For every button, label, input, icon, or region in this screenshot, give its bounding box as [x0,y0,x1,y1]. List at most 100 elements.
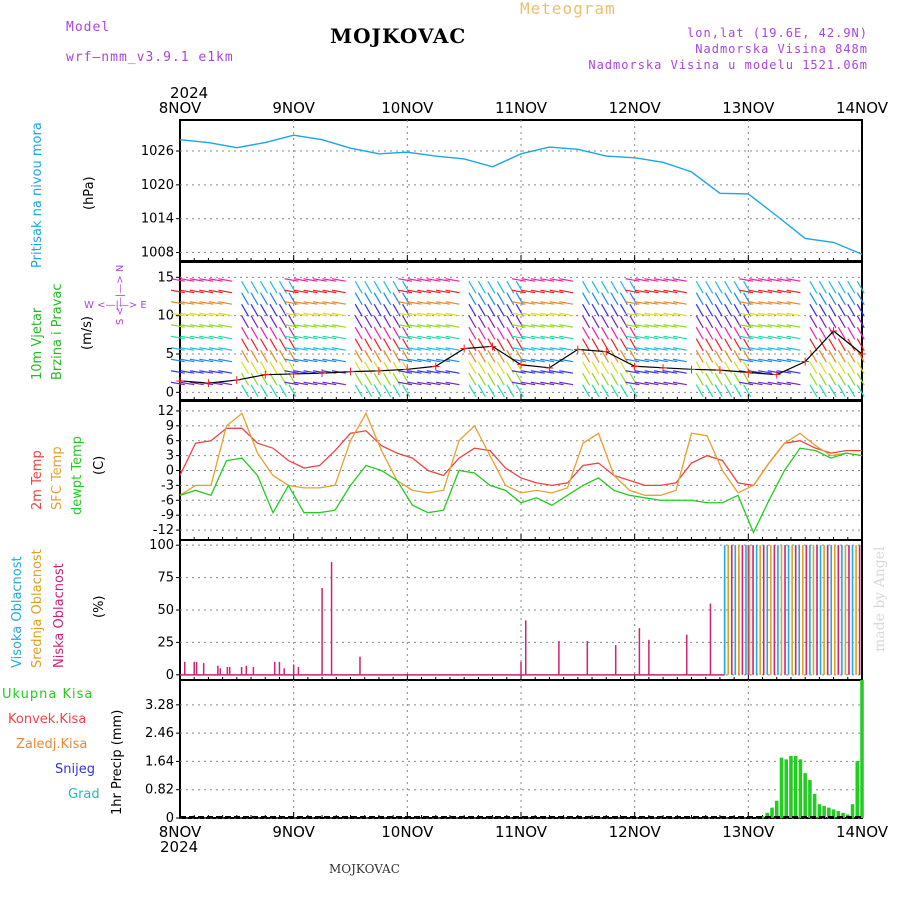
wind-barb [506,338,515,352]
wind-barb [705,338,714,352]
wind-barb [634,358,649,363]
wind-barb [591,315,600,329]
wind-barb [445,370,460,374]
wind-barb [733,372,742,386]
wind-gust-mark: + [829,324,839,338]
wind-barb [758,312,773,317]
wind-barb [259,315,269,329]
wind-barb [748,335,763,340]
precip-frz-label: Zaledj.Kisa [16,737,88,752]
wind-barb [733,338,742,352]
temperature-ytick-label: -12 [153,523,174,538]
wind-barb [619,361,628,375]
wind-barb [777,278,792,282]
wind-barb [767,381,782,386]
wind-barb [600,338,610,352]
wind-barb [218,335,233,340]
wind-barb [312,335,327,340]
wind-barb [739,289,754,294]
wind-barb [293,370,308,374]
wind-barb [259,384,269,398]
cloud-ytick-label: 25 [157,635,174,650]
wind-barb [398,335,413,340]
wind-barb [828,338,837,352]
wind-barb [610,338,619,352]
wind-barb [530,278,545,282]
wind-barb [170,289,185,294]
wind-barb [644,381,659,386]
wind-barb [653,301,668,305]
wind-barb [653,324,668,328]
wind-barb [506,361,515,375]
wind-barb [250,372,259,386]
wind-barb [496,280,505,294]
wind-barb [629,349,638,363]
wind-barb [777,335,792,340]
wind-barb [619,372,628,386]
wind-gust-mark: + [573,342,583,356]
wind-barb [847,326,856,340]
wind-barb [218,312,233,317]
wind-barb [837,280,846,294]
wind-barb [392,372,401,386]
wind-barb [837,338,846,352]
wind-barb [530,381,545,386]
wind-barb [180,312,195,317]
wind-barb [809,315,818,329]
model-label: Model [66,20,111,35]
wind-barb [619,280,628,294]
wind-barb [468,315,477,329]
wind-barb [818,338,827,352]
wind-barb [714,361,723,375]
wind-barb [436,312,451,317]
wind-barb [259,303,269,317]
wind-barb [629,280,638,294]
wind-barb [398,381,413,386]
wind-barb [767,370,782,374]
wind-barb [625,301,640,305]
wind-barb [402,315,411,329]
wind-gust-mark: + [630,359,640,373]
wind-barb [705,326,714,340]
wind-barb [189,324,204,328]
wind-barb [847,372,856,386]
altitude: Nadmorska Visina 848m [695,42,868,56]
day-label-bottom: 11NOV [495,823,548,841]
wind-barb [322,312,337,317]
wind-barb [312,312,327,317]
day-label-top: 8NOV [159,99,202,117]
wind-barb [218,324,233,328]
wind-barb [303,347,318,351]
wind-barb [496,349,505,363]
wind-barb [180,370,195,374]
wind-barb [634,370,649,374]
wind-barb [515,292,524,306]
wind-barb [259,361,269,375]
wind-barb [644,358,659,363]
wind-barb [402,303,411,317]
wind-ytick-label: 0 [166,385,174,400]
wind-barb [392,361,401,375]
wind-gust-mark: + [857,347,867,361]
wind-barb [322,324,337,328]
wind-barb [354,303,363,317]
wind-barb [284,312,299,317]
wind-barb [170,358,185,363]
wind-barb [331,324,346,328]
wind-barb [758,324,773,328]
wind-barb [828,349,837,363]
wind-barb [733,384,742,398]
wind-gust-mark: + [317,366,327,380]
wind-barb [559,347,574,351]
wind-barb [288,338,297,352]
wind-barb [591,338,600,352]
wind-barb [218,347,233,351]
wind-barb [199,312,214,317]
wind-barb [284,324,299,328]
wind-barb [549,312,564,317]
wind-barb [392,315,401,329]
wind-barb [847,384,856,398]
wind-barb [417,335,432,340]
wind-barb [837,384,846,398]
wind-barb [591,280,600,294]
